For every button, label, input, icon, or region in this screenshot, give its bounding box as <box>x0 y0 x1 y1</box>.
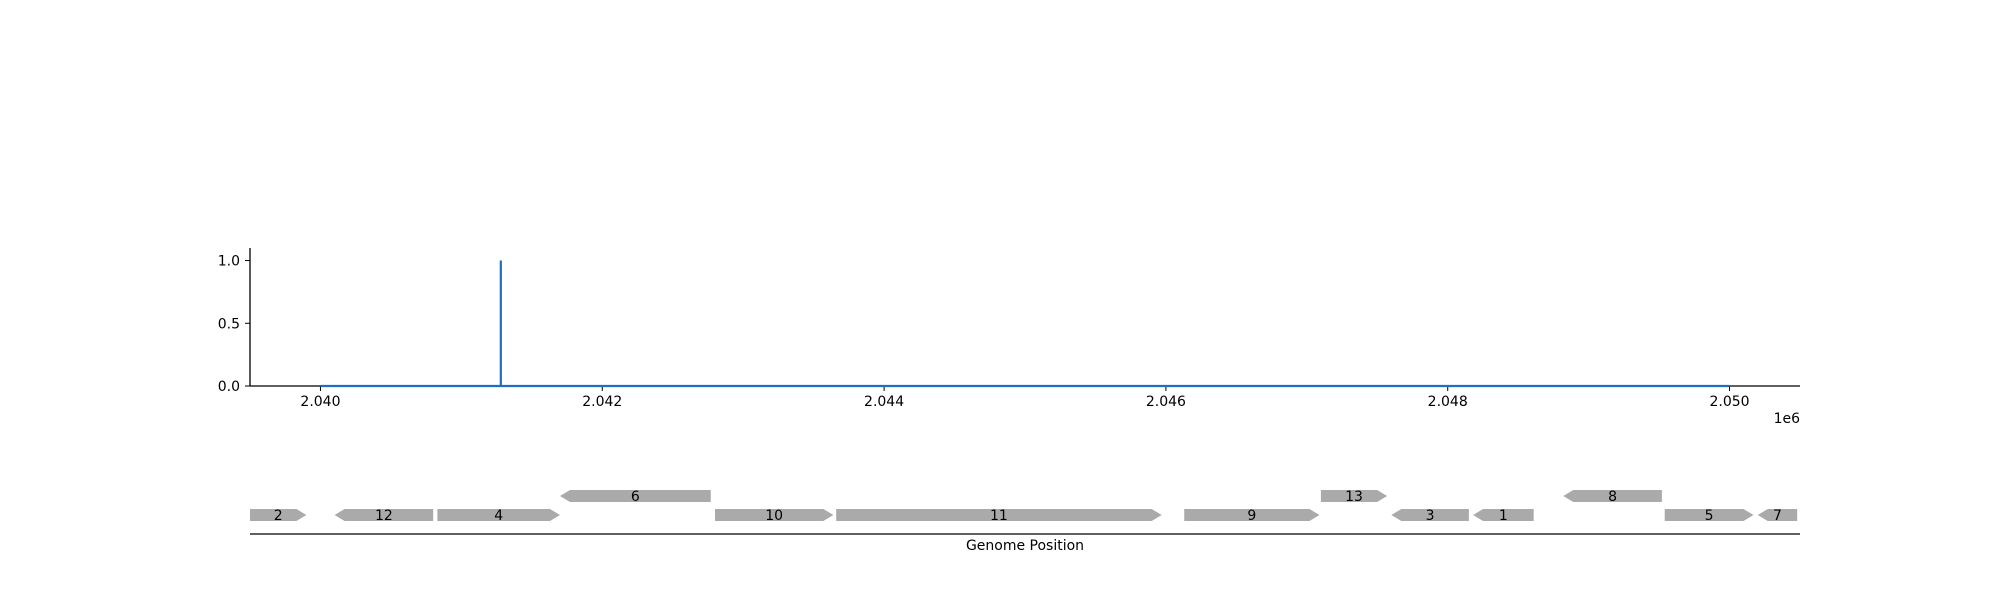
gene-label: 12 <box>375 508 393 524</box>
x-tick-label: 2.050 <box>1709 394 1749 410</box>
y-tick-label: 1.0 <box>218 254 240 270</box>
series-line <box>320 260 1730 388</box>
x-tick-label: 2.046 <box>1146 394 1186 410</box>
gene-arrow <box>1563 490 1662 502</box>
gene-arrow <box>560 490 711 502</box>
gene-arrow <box>250 509 307 521</box>
gene-label: 7 <box>1773 508 1782 524</box>
gene-label: 6 <box>631 489 640 505</box>
gene-label: 11 <box>990 508 1008 524</box>
x-tick-label: 2.040 <box>300 394 340 410</box>
gene-arrow <box>1757 509 1798 521</box>
gene-arrow <box>1664 509 1754 521</box>
gene-label: 9 <box>1247 508 1256 524</box>
gene-label: 8 <box>1608 489 1617 505</box>
y-tick-label: 0.0 <box>218 379 240 395</box>
gene-arrow <box>1391 509 1469 521</box>
gene-arrow <box>1473 509 1534 521</box>
gene-label: 1 <box>1499 508 1508 524</box>
gene-arrow <box>1320 490 1388 502</box>
gene-track-xlabel: Genome Position <box>966 538 1084 554</box>
signal-plot: 2.040 2.042 2.044 2.046 2.048 2.050 0.0 0.5 1.0… <box>218 248 1800 427</box>
gene-label: 3 <box>1426 508 1435 524</box>
gene-arrow <box>1184 509 1320 521</box>
x-offset-label: 1e6 <box>1774 411 1801 427</box>
gene-label: 4 <box>494 508 503 524</box>
gene-arrow <box>334 509 434 521</box>
y-ticks: 0.0 0.5 1.0 <box>218 254 250 395</box>
x-tick-label: 2.042 <box>582 394 622 410</box>
gene-label: 10 <box>765 508 783 524</box>
gene-arrow <box>836 509 1162 521</box>
gene-arrow <box>715 509 834 521</box>
x-ticks: 2.040 2.042 2.044 2.046 2.048 2.050 <box>300 386 1750 410</box>
gene-track: 2 12 4 6 10 11 9 13 3 1 8 5 7 Genome Position <box>250 489 1800 554</box>
gene-arrow <box>437 509 560 521</box>
gene-label: 5 <box>1705 508 1714 524</box>
genes-layer: 2 12 4 6 10 11 9 13 3 1 8 5 7 <box>250 489 1798 524</box>
x-tick-label: 2.044 <box>864 394 904 410</box>
series-layer <box>320 260 1730 388</box>
gene-label: 2 <box>274 508 283 524</box>
gene-label: 13 <box>1345 489 1363 505</box>
x-tick-label: 2.048 <box>1428 394 1468 410</box>
y-tick-label: 0.5 <box>218 316 240 332</box>
